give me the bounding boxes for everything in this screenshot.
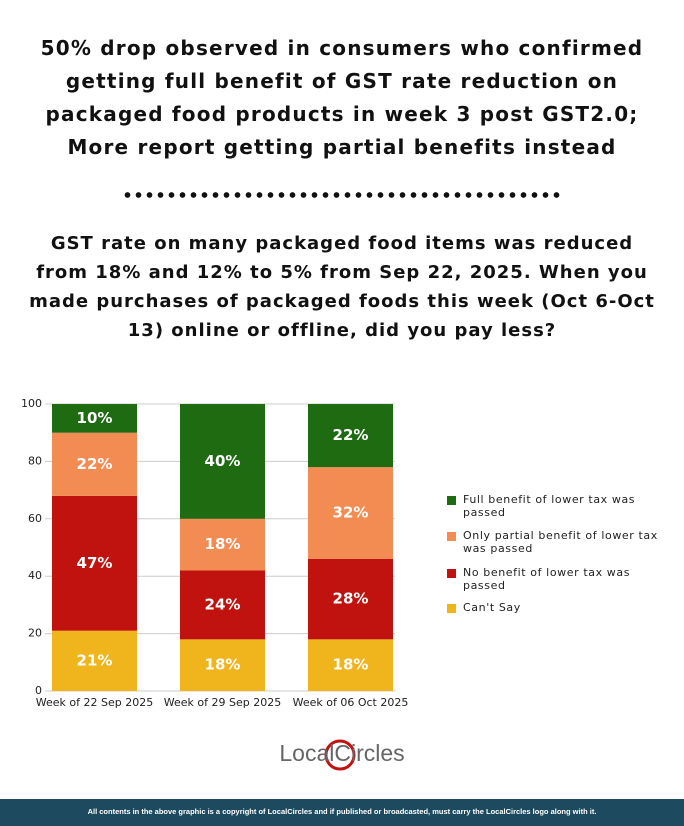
value-label: 21% xyxy=(77,651,113,669)
value-label: 18% xyxy=(205,656,241,674)
bar-segment xyxy=(52,495,137,631)
logo-mark xyxy=(324,739,356,771)
value-label: 22% xyxy=(77,455,113,473)
y-tick-label: 40 xyxy=(28,569,42,582)
legend-label: Can't Say xyxy=(463,601,521,614)
legend-swatch xyxy=(447,604,456,613)
value-label: 47% xyxy=(77,554,113,572)
footer: All contents in the above graphic is a c… xyxy=(0,799,684,826)
legend-swatch xyxy=(447,532,456,541)
legend-label: No benefit of lower tax was passed xyxy=(463,566,631,592)
bar-segment xyxy=(52,630,137,691)
logo: LocalCircles xyxy=(279,740,405,766)
value-label: 10% xyxy=(77,409,113,427)
y-tick-label: 60 xyxy=(28,512,42,525)
y-tick-label: 0 xyxy=(35,684,42,697)
value-label: 40% xyxy=(205,452,241,470)
x-tick-label: Week of 06 Oct 2025 xyxy=(293,696,409,709)
y-tick-label: 100 xyxy=(21,397,42,410)
bar-segment xyxy=(308,639,393,691)
value-label: 22% xyxy=(333,426,369,444)
legend-swatch xyxy=(447,569,456,578)
legend-label: Only partial benefit of lower tax was pa… xyxy=(463,529,658,555)
bar-segment xyxy=(180,639,265,691)
title: 50% drop observed in consumers who confi… xyxy=(40,36,644,159)
bar-segment xyxy=(308,467,393,559)
separator xyxy=(122,190,562,200)
legend-label: Full benefit of lower tax was passed xyxy=(463,493,636,519)
x-tick-label: Week of 22 Sep 2025 xyxy=(36,696,153,709)
y-tick-label: 20 xyxy=(28,627,42,640)
subtitle: GST rate on many packaged food items was… xyxy=(29,233,655,341)
value-label: 24% xyxy=(205,595,241,613)
bar-segment xyxy=(308,558,393,640)
bar-segment xyxy=(52,432,137,496)
value-label: 18% xyxy=(205,535,241,553)
bar-segment xyxy=(180,404,265,519)
bar-segment xyxy=(52,404,137,433)
bar-segment xyxy=(180,570,265,640)
x-tick-label: Week of 29 Sep 2025 xyxy=(164,696,281,709)
value-label: 32% xyxy=(333,504,369,522)
bar-segment xyxy=(308,404,393,468)
legend-swatch xyxy=(447,496,456,505)
value-label: 18% xyxy=(333,656,369,674)
value-label: 28% xyxy=(333,590,369,608)
y-tick-label: 80 xyxy=(28,454,42,467)
bar-segment xyxy=(180,518,265,571)
